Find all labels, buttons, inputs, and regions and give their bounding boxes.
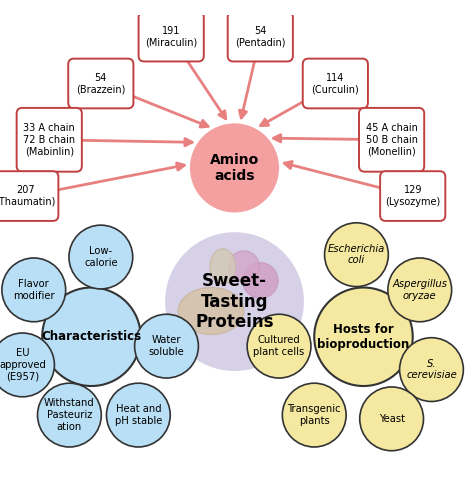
FancyBboxPatch shape	[68, 58, 133, 108]
Circle shape	[106, 383, 170, 447]
Ellipse shape	[210, 249, 235, 284]
Text: Amino
acids: Amino acids	[210, 153, 259, 183]
Circle shape	[314, 288, 413, 386]
Text: 129
(Lysozyme): 129 (Lysozyme)	[385, 186, 440, 207]
Circle shape	[2, 258, 66, 322]
Text: S.
cerevisiae: S. cerevisiae	[406, 359, 457, 380]
Circle shape	[38, 383, 101, 447]
Text: Transgenic
plants: Transgenic plants	[287, 404, 341, 426]
Text: 114
(Curculin): 114 (Curculin)	[311, 72, 359, 94]
Text: Flavor
modifier: Flavor modifier	[13, 279, 54, 300]
Text: Withstand
Pasteuriz
ation: Withstand Pasteuriz ation	[44, 398, 95, 432]
Circle shape	[400, 338, 463, 402]
Text: 45 A chain
50 B chain
(Monellin): 45 A chain 50 B chain (Monellin)	[366, 123, 417, 156]
Text: 191
(Miraculin): 191 (Miraculin)	[145, 26, 197, 48]
Text: 33 A chain
72 B chain
(Mabinlin): 33 A chain 72 B chain (Mabinlin)	[23, 123, 76, 156]
Text: Escherichia
coli: Escherichia coli	[328, 244, 385, 266]
Circle shape	[69, 225, 133, 289]
FancyBboxPatch shape	[303, 58, 368, 108]
Circle shape	[135, 314, 198, 378]
Circle shape	[242, 262, 278, 298]
FancyBboxPatch shape	[228, 12, 293, 62]
Text: Aspergillus
oryzae: Aspergillus oryzae	[392, 279, 447, 300]
Text: 207
(Thaumatin): 207 (Thaumatin)	[0, 186, 56, 207]
Text: Water
soluble: Water soluble	[149, 336, 184, 357]
Text: Heat and
pH stable: Heat and pH stable	[114, 404, 162, 426]
Text: Low-
calorie: Low- calorie	[84, 246, 118, 268]
Circle shape	[325, 223, 388, 286]
Ellipse shape	[178, 288, 244, 335]
Text: Hosts for
bioproduction: Hosts for bioproduction	[318, 323, 409, 351]
Text: Sweet-
Tasting
Proteins: Sweet- Tasting Proteins	[195, 272, 274, 332]
Circle shape	[247, 314, 311, 378]
Text: EU
approved
(E957): EU approved (E957)	[0, 348, 46, 382]
Text: Characteristics: Characteristics	[41, 330, 142, 344]
FancyBboxPatch shape	[359, 108, 424, 172]
Text: 54
(Pentadin): 54 (Pentadin)	[235, 26, 286, 48]
Circle shape	[42, 288, 141, 386]
FancyBboxPatch shape	[0, 171, 58, 221]
Text: 54
(Brazzein): 54 (Brazzein)	[76, 72, 126, 94]
Circle shape	[190, 124, 279, 212]
FancyBboxPatch shape	[16, 108, 82, 172]
FancyBboxPatch shape	[139, 12, 204, 62]
Circle shape	[282, 383, 346, 447]
Circle shape	[165, 232, 304, 371]
Circle shape	[360, 387, 424, 450]
FancyBboxPatch shape	[380, 171, 445, 221]
Circle shape	[228, 251, 259, 282]
Circle shape	[0, 333, 54, 397]
Text: Cultured
plant cells: Cultured plant cells	[253, 336, 305, 357]
Text: Yeast: Yeast	[378, 414, 405, 424]
Circle shape	[388, 258, 452, 322]
